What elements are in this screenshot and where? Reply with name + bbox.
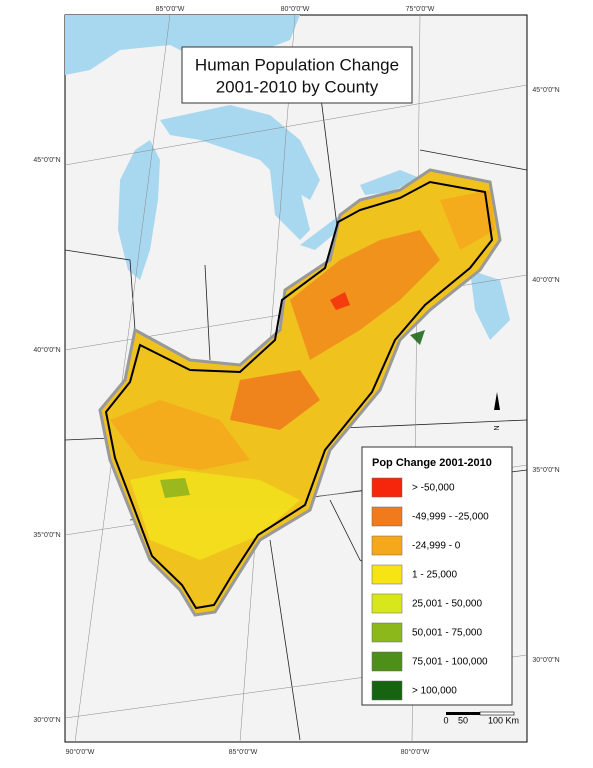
legend-swatch: [371, 593, 403, 614]
scale-label: 0: [443, 715, 448, 725]
graticule-label: 40°0'0"N: [33, 346, 60, 354]
legend-label: -24,999 - 0: [412, 541, 461, 552]
graticule-label: 40°0'0"N: [532, 276, 559, 284]
scale-segment: [479, 711, 515, 716]
legend-swatch: [371, 622, 403, 643]
graticule-label: 30°0'0"N: [33, 716, 60, 724]
legend-label: -49,999 - -25,000: [412, 512, 489, 523]
graticule-label: 75°0'0"W: [406, 5, 435, 13]
graticule-label: 80°0'0"W: [281, 5, 310, 13]
county-patches: [110, 190, 495, 560]
legend-label: 75,001 - 100,000: [412, 657, 488, 668]
legend-swatch: [371, 506, 403, 527]
legend-swatch: [371, 564, 403, 585]
legend-swatch: [371, 680, 403, 701]
graticule-label: 45°0'0"N: [532, 86, 559, 94]
graticule-label: 30°0'0"N: [532, 656, 559, 664]
region-outline: [104, 180, 494, 610]
legend-label: > 100,000: [412, 686, 457, 697]
legend-label: 1 - 25,000: [412, 570, 457, 581]
legend-label: 50,001 - 75,000: [412, 628, 482, 639]
title-line: 2001-2010 by County: [216, 77, 379, 96]
legend-swatch: [371, 477, 403, 498]
graticule-label: 35°0'0"N: [33, 531, 60, 539]
legend-label: 25,001 - 50,000: [412, 599, 482, 610]
graticule-label: 85°0'0"W: [156, 5, 185, 13]
scale-label: 100 Km: [488, 715, 519, 725]
legend-title: Pop Change 2001-2010: [372, 457, 492, 469]
legend-swatch: [371, 651, 403, 672]
north-arrow: [494, 392, 500, 410]
scale-bar: [446, 711, 515, 716]
title-box: [181, 46, 413, 104]
graticule-label: 45°0'0"N: [33, 156, 60, 164]
north-label: N: [494, 425, 501, 430]
graticule-label: 90°0'0"W: [66, 748, 95, 756]
legend-swatch: [371, 535, 403, 556]
title-frame: [181, 46, 413, 104]
title-line: Human Population Change: [195, 55, 399, 74]
graticule-label: 35°0'0"N: [532, 466, 559, 474]
graticule-label: 80°0'0"W: [401, 748, 430, 756]
scale-segment: [446, 712, 480, 715]
legend-label: > -50,000: [412, 483, 455, 494]
graticule-label: 85°0'0"W: [229, 748, 258, 756]
scale-label: 50: [458, 715, 468, 725]
